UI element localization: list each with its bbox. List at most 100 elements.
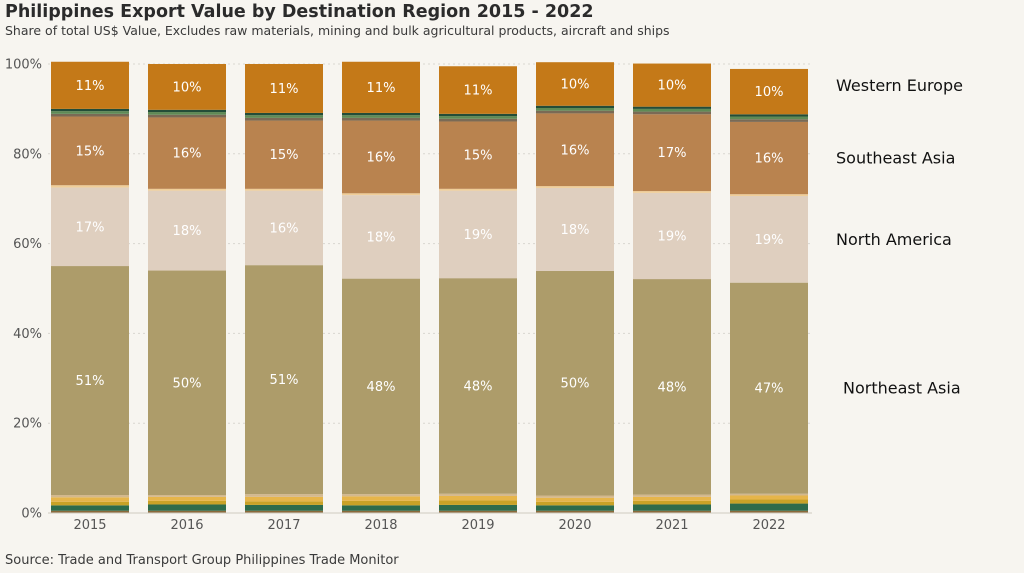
bar-segment (633, 500, 711, 505)
bar-segment (730, 493, 808, 496)
data-label: 50% (173, 376, 202, 391)
bar-segment (342, 61, 420, 113)
y-tick-label: 20% (13, 417, 42, 432)
bar-segment (633, 510, 711, 513)
data-label: 10% (561, 77, 590, 92)
data-label: 19% (658, 229, 687, 244)
data-label: 50% (561, 377, 590, 392)
bar-segment (148, 112, 226, 115)
data-label: 19% (464, 228, 493, 243)
bar-segment (148, 190, 226, 271)
bar-segment (148, 495, 226, 497)
bar-segment (245, 64, 323, 113)
x-tick-label: 2020 (558, 518, 591, 533)
bar-segment (536, 186, 614, 188)
x-tick-label: 2019 (461, 518, 494, 533)
bar-segment (51, 116, 129, 186)
bar-segment (439, 118, 517, 122)
bar-segment (245, 115, 323, 118)
bar-segment (730, 196, 808, 283)
bar-segment (439, 504, 517, 511)
bar-segment (245, 510, 323, 513)
bar-segment (51, 510, 129, 513)
bar-segment (633, 496, 711, 501)
x-tick-label: 2015 (73, 518, 106, 533)
bar-segment (730, 114, 808, 117)
y-tick-label: 60% (13, 237, 42, 252)
data-label: 10% (173, 80, 202, 95)
data-label: 15% (270, 148, 299, 163)
bar-segment (536, 495, 614, 498)
bar-segment (51, 113, 129, 117)
bar-segment (342, 117, 420, 121)
data-label: 16% (561, 143, 590, 158)
bar-segment (51, 111, 129, 114)
bar-segment (148, 117, 226, 189)
bar-segment (51, 185, 129, 188)
bar-segment (730, 282, 808, 494)
bar-segment (633, 114, 711, 192)
bar-segment (536, 108, 614, 111)
bar-segment (148, 510, 226, 513)
bar-segment (51, 61, 129, 109)
bar-segment (730, 503, 808, 511)
bar-segment (633, 191, 711, 193)
data-label: 19% (755, 233, 784, 248)
bar-segment (633, 504, 711, 511)
bar-segment (439, 495, 517, 501)
data-label: 11% (464, 84, 493, 99)
bar-segment (51, 501, 129, 506)
data-label: 11% (76, 79, 105, 94)
bar-segment (536, 497, 614, 502)
data-label: 15% (464, 149, 493, 164)
data-label: 48% (367, 380, 396, 395)
bar-segment (633, 63, 711, 107)
bar-segment (148, 504, 226, 511)
bar-segment (342, 500, 420, 506)
bar-segment (730, 495, 808, 500)
data-label: 47% (755, 382, 784, 397)
legend-label: Southeast Asia (836, 149, 955, 168)
bar-segment (730, 116, 808, 120)
bar-segment (342, 505, 420, 511)
bar-segment (148, 496, 226, 501)
bar-segment (245, 188, 323, 191)
bar-segment (730, 499, 808, 504)
bar-segment (245, 117, 323, 121)
bar-segment (51, 266, 129, 496)
bar-segment (439, 190, 517, 279)
data-label: 10% (755, 85, 784, 100)
bar-segment (439, 493, 517, 496)
x-tick-label: 2018 (364, 518, 397, 533)
chart-title: Philippines Export Value by Destination … (5, 2, 594, 22)
bar-segment (51, 108, 129, 112)
bar-segment (245, 190, 323, 266)
y-tick-label: 80% (13, 147, 42, 162)
bar-segment (633, 279, 711, 495)
legend-label: Northeast Asia (843, 379, 961, 398)
bar-segment (730, 510, 808, 513)
bar-segment (245, 265, 323, 495)
data-label: 11% (367, 81, 396, 96)
bar-segment (633, 192, 711, 280)
bar-segment (148, 64, 226, 110)
bar-segment (342, 112, 420, 116)
data-label: 16% (755, 152, 784, 167)
bar-segment (439, 113, 517, 117)
data-label: 11% (270, 82, 299, 97)
bar-segment (536, 187, 614, 271)
bar-segment (730, 121, 808, 195)
bar-segment (342, 115, 420, 118)
bar-segment (245, 120, 323, 189)
bar-segment (342, 510, 420, 513)
x-tick-label: 2021 (655, 518, 688, 533)
bar-segment (536, 105, 614, 109)
bar-segment (439, 188, 517, 191)
bar-segment (148, 270, 226, 496)
data-label: 51% (270, 373, 299, 388)
chart-subtitle: Share of total US$ Value, Excludes raw m… (5, 23, 670, 38)
bar-segment (536, 110, 614, 114)
y-tick-label: 0% (21, 507, 42, 522)
bar-segment (51, 495, 129, 498)
bar-segment (342, 120, 420, 194)
